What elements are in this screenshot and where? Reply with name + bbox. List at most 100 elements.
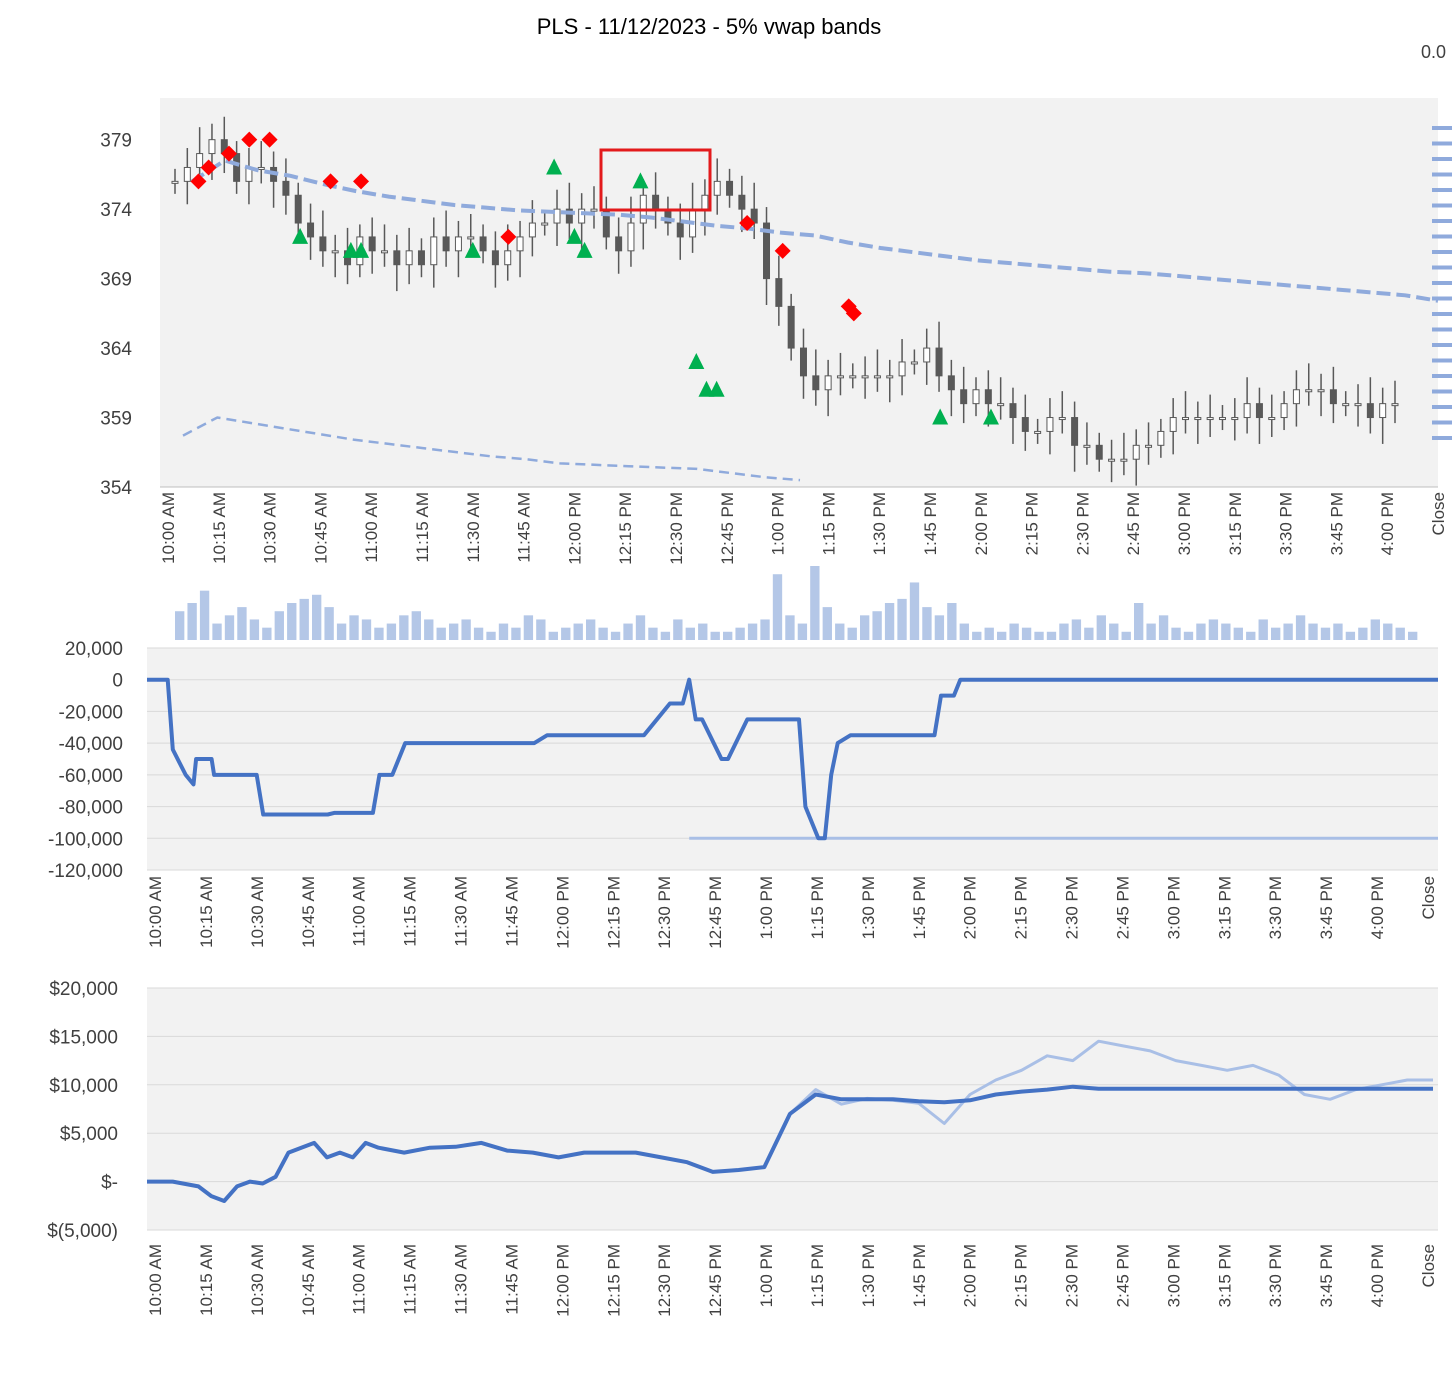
volume-bar — [299, 598, 309, 640]
price-time-label: 10:00 AM — [159, 492, 178, 564]
candle-body — [553, 208, 561, 224]
pnl-tick-label: $20,000 — [49, 979, 118, 1000]
candle-body — [1317, 389, 1325, 393]
sell-marker — [190, 173, 207, 190]
pnl-tick-label: $10,000 — [49, 1076, 118, 1097]
pnl-time-label: 2:30 PM — [1063, 1244, 1082, 1307]
volume-bar — [660, 631, 671, 640]
price-tick-label: 364 — [100, 339, 132, 360]
volume-bar — [1109, 623, 1119, 640]
price-time-label: Close — [1429, 492, 1448, 535]
position-line — [147, 677, 1438, 841]
price-time-label: 11:30 AM — [464, 492, 483, 563]
volume-bar — [847, 627, 857, 640]
candle-body — [1132, 444, 1140, 460]
volume-bar — [449, 623, 459, 640]
candle-body — [861, 375, 869, 379]
candle-body — [726, 180, 734, 196]
candle-body — [208, 139, 216, 155]
corner-value: 0.0 — [1420, 42, 1446, 62]
position-time-label: 3:30 PM — [1266, 876, 1285, 939]
volume-bar — [1071, 619, 1082, 640]
candle-body — [738, 194, 746, 210]
price-time-label: 1:00 PM — [769, 492, 788, 555]
pnl-time-label: 2:45 PM — [1113, 1244, 1132, 1307]
candle-body — [368, 236, 376, 252]
volume-bar — [1395, 627, 1405, 640]
candle-body — [282, 180, 290, 196]
volume-bar — [997, 631, 1007, 640]
pnl-time-label: 12:45 PM — [706, 1244, 725, 1317]
candle-body — [701, 194, 709, 210]
candle-body — [1280, 403, 1288, 419]
position-time-label: 12:45 PM — [706, 876, 725, 949]
volume-bar — [1358, 627, 1368, 640]
candle-body — [504, 250, 512, 266]
candle-body — [935, 347, 943, 377]
price-time-label: 3:00 PM — [1175, 492, 1194, 555]
position-time-label: 10:00 AM — [146, 876, 165, 948]
candle-body — [1058, 417, 1066, 421]
position-time-label: Close — [1419, 876, 1438, 919]
volume-bar — [1146, 623, 1156, 640]
candle-body — [615, 236, 623, 252]
volume-bar — [1345, 631, 1356, 640]
volume-bar — [1196, 623, 1206, 640]
candle-body — [565, 208, 573, 224]
position-time-label: 2:00 PM — [961, 876, 980, 939]
price-time-label: 2:00 PM — [972, 492, 991, 555]
volume-bar — [1233, 627, 1243, 640]
position-time-label: 11:00 AM — [350, 876, 369, 947]
sell-marker — [774, 242, 791, 259]
buy-marker — [632, 172, 649, 189]
candle-body — [393, 250, 401, 266]
candle-body — [947, 375, 955, 391]
candle-body — [1083, 444, 1091, 448]
pnl-time-label: 2:00 PM — [961, 1244, 980, 1307]
pnl-realized-line — [147, 1084, 1433, 1203]
volume-bar — [586, 619, 596, 640]
position-time-label: 2:45 PM — [1113, 876, 1132, 939]
volume-bar — [1221, 623, 1231, 640]
candle-body — [1305, 389, 1313, 393]
position-tick-label: 0 — [112, 671, 123, 692]
volume-bar — [1383, 623, 1393, 640]
pnl-time-label: 1:45 PM — [910, 1244, 929, 1307]
price-tick-label: 379 — [100, 131, 132, 152]
buy-marker — [353, 241, 370, 258]
volume-bar — [797, 623, 808, 640]
pnl-time-label: 1:15 PM — [808, 1244, 827, 1307]
price-time-label: 3:30 PM — [1277, 492, 1296, 555]
candle-body — [1182, 417, 1190, 421]
volume-bar — [623, 623, 633, 640]
pnl-tick-label: $- — [101, 1173, 118, 1194]
candle-body — [331, 250, 339, 254]
candle-body — [417, 250, 425, 266]
candle-body — [713, 180, 721, 196]
position-time-label: 10:15 AM — [197, 876, 216, 948]
volume-bar — [1408, 631, 1418, 640]
volume-bar — [548, 631, 558, 640]
volume-bar — [760, 619, 770, 640]
price-time-label: 10:45 AM — [311, 492, 330, 564]
price-tick-label: 369 — [100, 270, 132, 291]
candle-body — [775, 278, 783, 307]
position-time-label: 11:15 AM — [401, 876, 420, 947]
buy-marker — [932, 408, 949, 425]
volume-bar — [1121, 631, 1131, 640]
candle-body — [257, 166, 265, 170]
candle-body — [442, 236, 450, 252]
candle-body — [1108, 458, 1116, 462]
sell-marker — [739, 215, 756, 232]
volume-bar — [1046, 631, 1057, 640]
position-time-label: 1:45 PM — [910, 876, 929, 939]
candle-body — [1009, 403, 1017, 419]
volume-bar — [1370, 619, 1380, 640]
price-time-label: 10:15 AM — [210, 492, 229, 564]
candle-body — [196, 153, 204, 168]
price-plot-area — [160, 98, 1438, 487]
position-tick-label: -40,000 — [59, 734, 123, 755]
pnl-tick-label: $15,000 — [49, 1027, 118, 1048]
pnl-tick-label: $5,000 — [60, 1124, 118, 1145]
volume-bar — [361, 619, 372, 640]
